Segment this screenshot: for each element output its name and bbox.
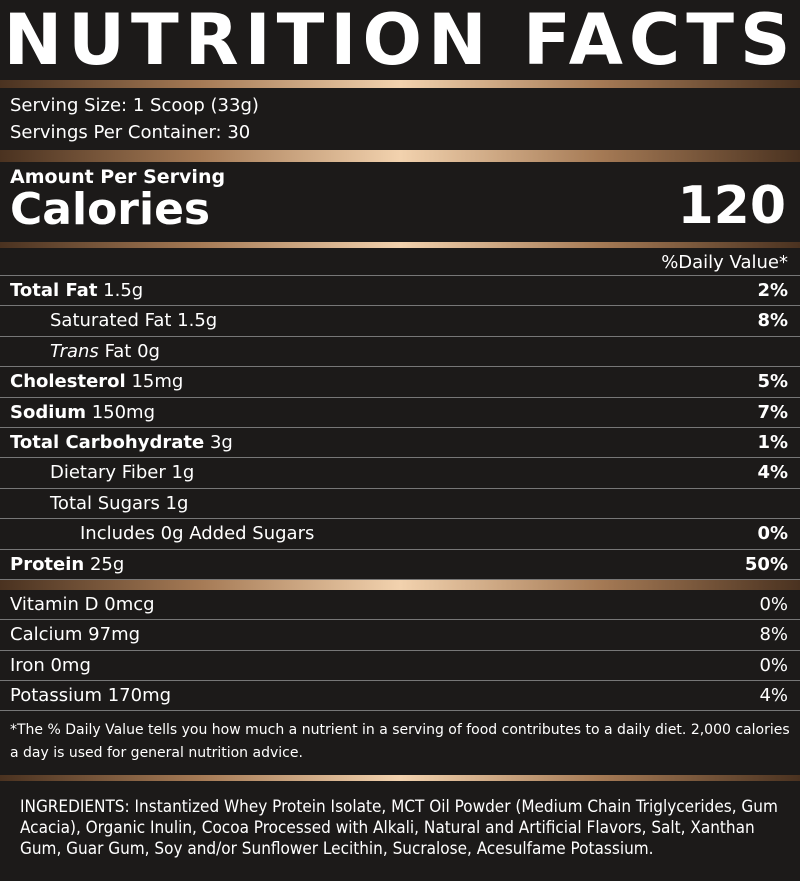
nutrient-row: Dietary Fiber 1g 4% [0, 458, 800, 489]
nutrient-row: Cholesterol 15mg 5% [0, 367, 800, 398]
nutrient-row: Protein 25g 50% [0, 550, 800, 580]
nutrient-name: Sodium [10, 401, 86, 423]
divider [0, 242, 800, 248]
nutrient-name: Protein [10, 553, 85, 575]
nutrient-amount: 15mg [131, 371, 184, 393]
daily-value: 0% [759, 654, 788, 676]
daily-value: 1% [757, 431, 788, 453]
nutrient-label: Protein 25g [10, 550, 124, 579]
calories-value: 120 [677, 176, 786, 236]
calories-label: Calories [10, 184, 211, 235]
daily-value: 0% [757, 523, 788, 545]
nutrient-amount: 25g [89, 553, 125, 575]
nutrient-label: Trans Fat 0g [10, 337, 160, 366]
title: NUTRITION FACTS [3, 0, 797, 80]
nutrient-name: Cholesterol [10, 371, 126, 393]
divider [0, 80, 800, 88]
footnote: *The % Daily Value tells you how much a … [0, 710, 800, 775]
servings-per-container: Servings Per Container: 30 [10, 122, 251, 143]
nutrient-label: Dietary Fiber 1g [10, 458, 194, 487]
nutrient-label: Cholesterol 15mg [10, 367, 183, 396]
nutrient-amount: 1.5g [103, 280, 144, 301]
nutrient-label: Total Carbohydrate 3g [10, 428, 233, 457]
nutrient-row: Includes 0g Added Sugars 0% [0, 519, 800, 550]
nutrient-name: Total Fat [10, 280, 98, 301]
ingredients-label: INGREDIENTS: [20, 797, 130, 818]
nutrient-name: Dietary Fiber 1g [50, 462, 195, 484]
nutrient-label: Includes 0g Added Sugars [10, 519, 314, 548]
daily-value: 5% [757, 371, 788, 393]
nutrient-label: Total Fat 1.5g [10, 276, 143, 305]
amount-per-serving: Amount Per Serving [10, 166, 226, 188]
nutrient-name: Total Carbohydrate [10, 431, 205, 453]
daily-value: 8% [757, 310, 788, 332]
nutrient-name: Saturated Fat 1.5g [50, 310, 218, 332]
vitamin-name: Calcium 97mg [10, 624, 141, 646]
daily-value: 7% [757, 401, 788, 423]
daily-value: 2% [757, 280, 788, 301]
nutrient-name: Includes 0g Added Sugars [80, 523, 315, 545]
vitamin-row: Calcium 97mg 8% [0, 620, 800, 651]
daily-value: 50% [744, 553, 788, 575]
nutrient-label: Saturated Fat 1.5g [10, 306, 217, 335]
daily-value: 0% [759, 593, 788, 615]
vitamin-name: Vitamin D 0mcg [10, 593, 155, 615]
nutrient-name: Trans [50, 340, 99, 362]
divider [0, 775, 800, 782]
nutrient-name: Total Sugars 1g [50, 492, 189, 514]
nutrient-row: Total Fat 1.5g 2% [0, 276, 800, 307]
vitamin-row: Iron 0mg 0% [0, 651, 800, 682]
calories-section: Amount Per Serving Calories 120 [0, 162, 800, 242]
daily-value: 8% [759, 624, 788, 646]
nutrient-amount: Fat 0g [104, 340, 160, 362]
nutrient-label: Sodium 150mg [10, 398, 155, 427]
nutrient-amount: 3g [209, 431, 233, 453]
divider [0, 150, 800, 162]
vitamin-row: Vitamin D 0mcg 0% [0, 590, 800, 621]
nutrient-row: Saturated Fat 1.5g 8% [0, 306, 800, 337]
vitamin-row: Potassium 170mg 4% [0, 681, 800, 710]
nutrient-row: Total Sugars 1g [0, 489, 800, 520]
nutrient-row: Total Carbohydrate 3g 1% [0, 428, 800, 459]
nutrient-row: Trans Fat 0g [0, 337, 800, 368]
serving-info: Serving Size: 1 Scoop (33g) Servings Per… [0, 88, 800, 150]
nutrient-label: Total Sugars 1g [10, 489, 188, 518]
vitamin-name: Potassium 170mg [10, 685, 172, 707]
daily-value: 4% [759, 685, 788, 707]
vitamin-name: Iron 0mg [10, 654, 91, 676]
dv-header: %Daily Value* [0, 248, 800, 276]
daily-value: 4% [757, 462, 788, 484]
nutrient-row: Sodium 150mg 7% [0, 398, 800, 428]
vitamin-list: Vitamin D 0mcg 0% Calcium 97mg 8% Iron 0mg 0%… [0, 590, 800, 711]
nutrient-amount: 150mg [91, 401, 156, 423]
ingredients: INGREDIENTS: Instantized Whey Protein Is… [0, 781, 800, 860]
divider [0, 579, 800, 590]
ingredients-text: Instantized Whey Protein Isolate, MCT Oi… [20, 797, 778, 860]
nutrient-list: Total Fat 1.5g 2% Saturated Fat 1.5g 8% Tran… [0, 276, 800, 580]
dv-header-text: %Daily Value* [661, 252, 788, 273]
serving-size: Serving Size: 1 Scoop (33g) [10, 95, 259, 116]
